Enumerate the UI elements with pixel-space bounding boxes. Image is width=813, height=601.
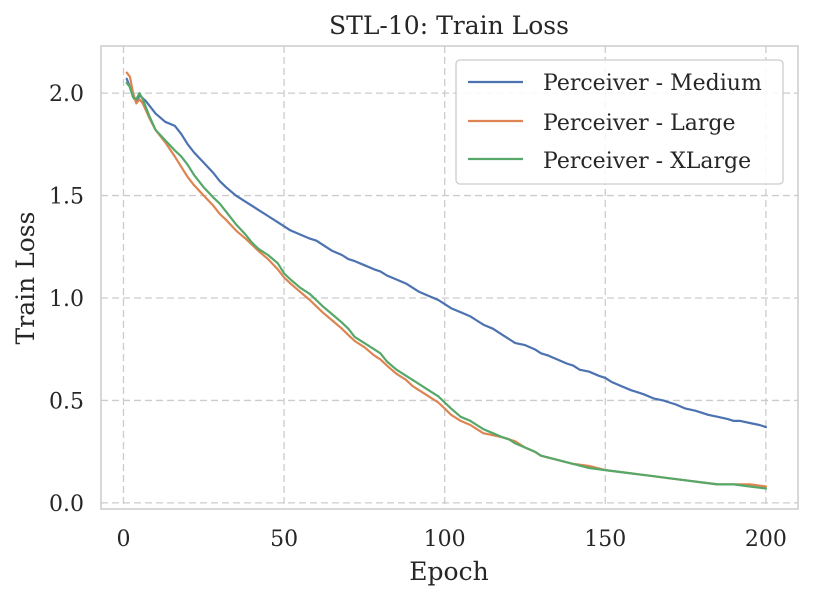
plot-frame xyxy=(100,45,799,510)
x-tick-label: 100 xyxy=(424,527,466,552)
y-tick-label: 1.5 xyxy=(49,185,84,210)
y-tick-label: 0.5 xyxy=(49,389,84,414)
y-tick-label: 2.0 xyxy=(49,82,84,107)
tick-labels: 0 50 100 150 200 0.0 0.5 1.0 1.5 2.0 xyxy=(49,82,787,552)
chart-title: STL-10: Train Loss xyxy=(329,11,569,40)
series-lines xyxy=(125,71,768,490)
x-tick-label: 50 xyxy=(270,527,298,552)
y-tick-label: 1.0 xyxy=(49,287,84,312)
legend: Perceiver - Medium Perceiver - Large Per… xyxy=(455,59,784,185)
y-tick-label: 0.0 xyxy=(49,492,84,517)
y-axis-label: Train Loss xyxy=(11,212,40,345)
x-tick-label: 0 xyxy=(116,527,130,552)
x-tick-label: 150 xyxy=(584,527,626,552)
x-axis-label: Epoch xyxy=(409,557,488,586)
series-line-medium xyxy=(125,77,768,429)
x-tick-label: 200 xyxy=(745,527,787,552)
legend-label-xlarge: Perceiver - XLarge xyxy=(543,149,751,174)
legend-label-medium: Perceiver - Medium xyxy=(543,71,762,96)
series-line-xlarge xyxy=(125,81,768,490)
legend-label-large: Perceiver - Large xyxy=(543,111,735,136)
legend-box xyxy=(455,59,784,185)
